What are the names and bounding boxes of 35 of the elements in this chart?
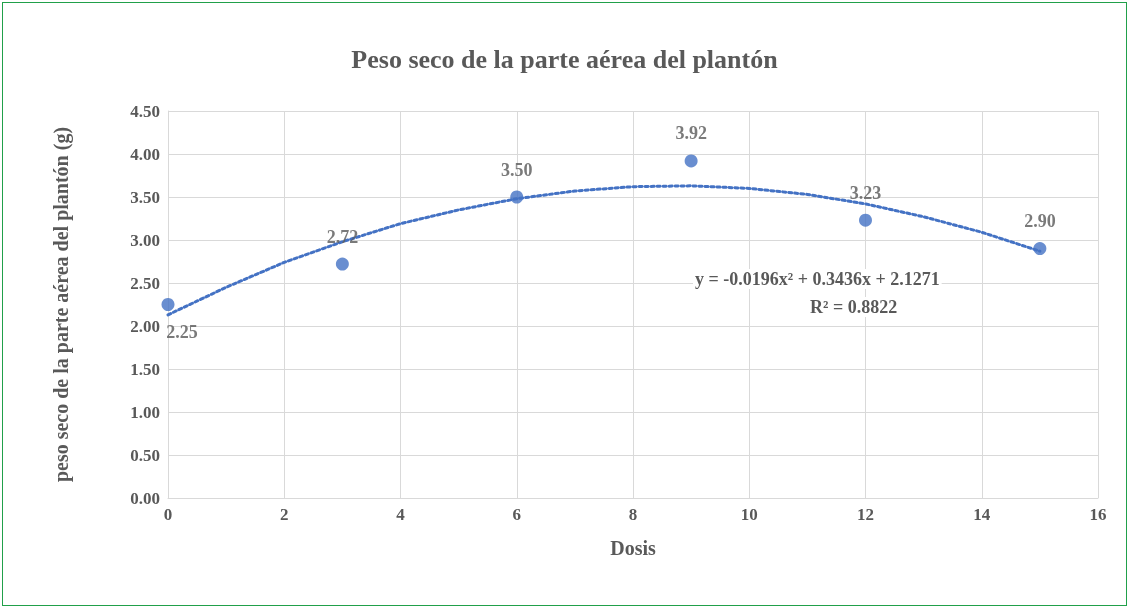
annotation: y = -0.0196x² + 0.3436x + 2.1271 bbox=[695, 269, 940, 289]
x-tick-label: 16 bbox=[1089, 505, 1107, 524]
x-tick-label: 10 bbox=[740, 505, 758, 524]
point bbox=[1033, 242, 1047, 256]
x-tick-label: 0 bbox=[163, 505, 173, 524]
point bbox=[161, 298, 175, 311]
y-tick-label: 0.50 bbox=[130, 445, 160, 465]
y-axis-title: peso seco de la parte aérea del plantón (g) bbox=[50, 126, 73, 483]
data-label: 3.23 bbox=[849, 182, 882, 203]
data-label: 3.92 bbox=[675, 123, 707, 144]
point bbox=[335, 257, 349, 271]
data-label: 3.50 bbox=[501, 159, 533, 180]
x-tick-label: 14 bbox=[973, 505, 991, 524]
data-label: 2.90 bbox=[1024, 211, 1056, 232]
point bbox=[510, 190, 524, 204]
chart-title: Peso seco de la parte aérea del plantón bbox=[351, 44, 779, 74]
x-tick-label: 4 bbox=[396, 505, 406, 524]
x-axis-title: Dosis bbox=[610, 537, 656, 559]
x-tick-label: 8 bbox=[628, 505, 638, 524]
y-tick-label: 1.50 bbox=[130, 359, 160, 379]
point bbox=[859, 213, 872, 227]
y-tick-label: 4.50 bbox=[130, 101, 160, 121]
x-tick-label: 2 bbox=[280, 505, 289, 524]
y-tick-label: 2.00 bbox=[130, 316, 160, 336]
x-tick-label: 6 bbox=[512, 505, 521, 524]
point bbox=[684, 154, 698, 168]
y-tick-label: 0.00 bbox=[130, 488, 160, 508]
y-tick-label: 1.00 bbox=[130, 402, 160, 422]
y-tick-label: 3.50 bbox=[130, 187, 160, 207]
annotation: R² = 0.8822 bbox=[810, 297, 898, 317]
y-tick-label: 3.00 bbox=[130, 230, 160, 250]
x-tick-label: 12 bbox=[857, 505, 874, 524]
data-label: 2.25 bbox=[166, 322, 198, 342]
y-tick-label: 2.50 bbox=[130, 273, 160, 293]
y-tick-label: 4.00 bbox=[130, 144, 160, 164]
